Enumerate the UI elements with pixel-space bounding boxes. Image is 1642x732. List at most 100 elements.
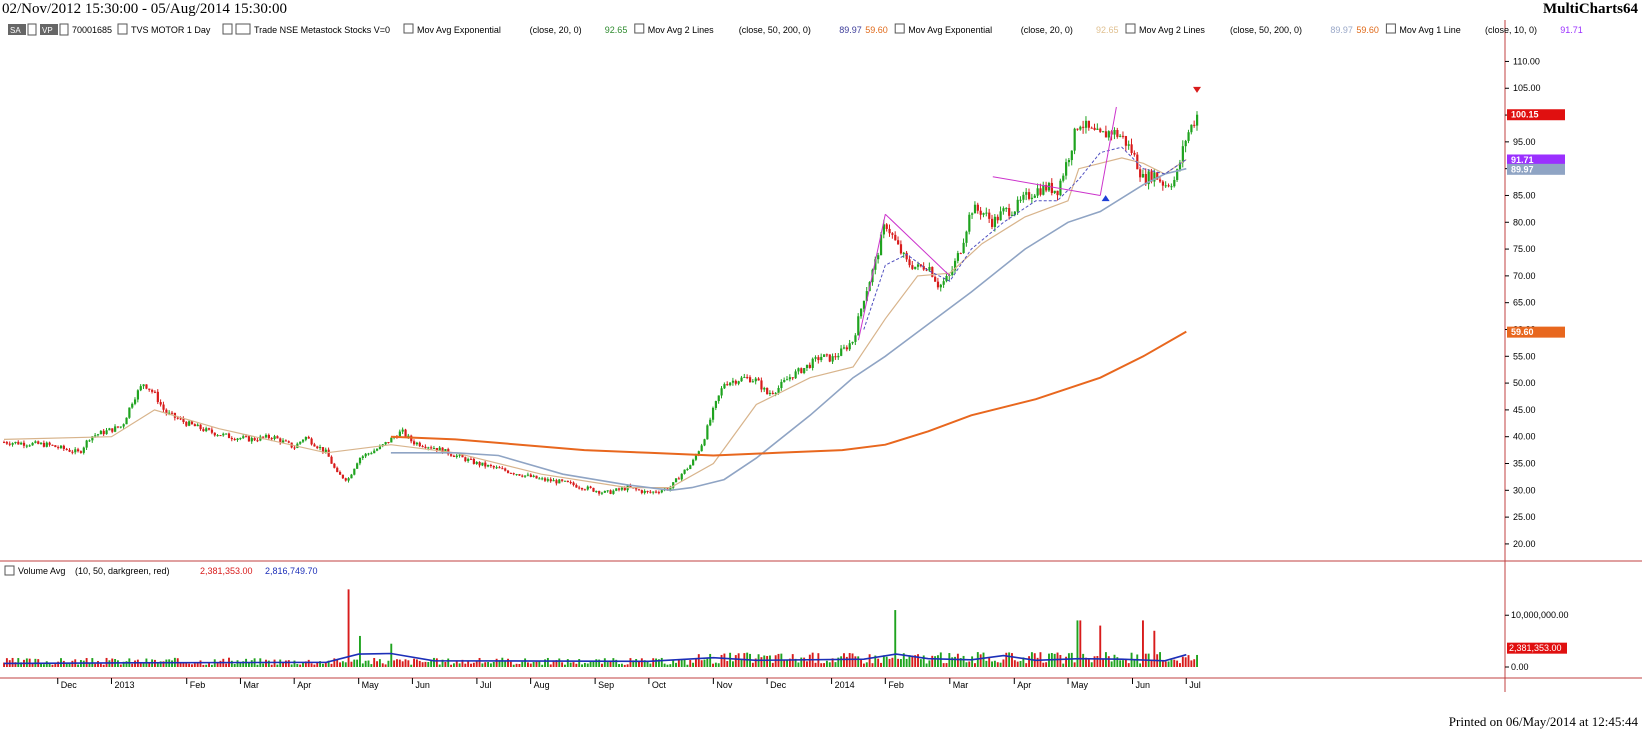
- candle-body: [432, 447, 436, 449]
- candle-body: [455, 455, 458, 457]
- volume-bar: [381, 663, 384, 667]
- candle-body: [1184, 140, 1187, 147]
- volume-bar: [185, 662, 188, 667]
- candle-body: [649, 491, 652, 493]
- volume-bar: [282, 661, 285, 667]
- candle-body: [353, 468, 356, 475]
- volume-study-params: (10, 50, darkgreen, red): [75, 566, 170, 576]
- candle-body: [1130, 144, 1133, 153]
- candle-body: [469, 458, 473, 460]
- trendline: [857, 214, 886, 341]
- volume-bar: [139, 662, 142, 667]
- volume-bar: [583, 662, 586, 667]
- volume-bar: [666, 664, 669, 667]
- candle-body: [145, 384, 148, 389]
- volume-bar: [740, 658, 743, 667]
- volume-bar: [566, 659, 569, 667]
- volume-bar: [353, 659, 356, 667]
- candle-body: [1059, 180, 1062, 196]
- candle-body: [996, 216, 999, 221]
- candle-body: [711, 407, 715, 420]
- chart-frame[interactable]: SA VP 70001685 TVS MOTOR 1 Day Trade NSE Met…: [0, 20, 1642, 712]
- volume-bar: [609, 660, 612, 667]
- candle-body: [814, 357, 817, 359]
- time-tick-label: Feb: [888, 680, 904, 690]
- volume-bar: [880, 662, 882, 667]
- candle-body: [170, 412, 174, 414]
- candle-body: [267, 434, 270, 439]
- volume-bar: [988, 657, 991, 667]
- volume-bar: [441, 659, 444, 667]
- candle-body: [934, 276, 937, 282]
- volume-bar: [1139, 663, 1142, 667]
- candle-body: [333, 463, 336, 468]
- volume-bar: [646, 661, 649, 667]
- volume-bar: [299, 664, 302, 667]
- candle-body: [1065, 162, 1068, 176]
- candle-body: [1025, 192, 1028, 195]
- candle-body: [162, 404, 165, 410]
- volume-bar: [515, 663, 518, 667]
- candle-body: [862, 300, 866, 309]
- volume-bar: [1059, 654, 1062, 667]
- candle-body: [857, 316, 860, 336]
- volume-bar: [450, 664, 453, 667]
- candle-body: [951, 270, 954, 275]
- volume-bar: [1167, 661, 1170, 667]
- volume-bar: [1028, 656, 1031, 667]
- candle-body: [620, 487, 624, 490]
- volume-bar: [954, 656, 956, 667]
- volume-bar: [199, 660, 202, 667]
- volume-bar: [330, 663, 333, 667]
- candle-body: [487, 465, 490, 467]
- ma-line-4: [863, 146, 1187, 330]
- candle-body: [543, 478, 547, 481]
- volume-bar: [828, 662, 831, 667]
- candle-body: [988, 212, 991, 219]
- candle-body: [794, 371, 797, 379]
- candle-body: [760, 380, 763, 390]
- candle-body: [538, 478, 541, 480]
- volume-bar: [242, 661, 245, 667]
- candle-body: [746, 377, 749, 379]
- candle-body: [40, 442, 43, 444]
- price-label: 89.97: [1511, 164, 1534, 174]
- candle-body: [42, 442, 46, 447]
- volume-bar: [193, 663, 196, 667]
- volume-bar: [598, 659, 601, 667]
- candle-body: [689, 465, 692, 470]
- chart-svg[interactable]: SA VP 70001685 TVS MOTOR 1 Day Trade NSE Met…: [0, 20, 1642, 712]
- price-tick-label: 85.00: [1513, 190, 1536, 200]
- volume-bar: [526, 662, 529, 667]
- volume-bar: [731, 661, 734, 667]
- volume-bar: [595, 659, 598, 667]
- candle-body: [1008, 208, 1011, 216]
- candle-body: [743, 377, 746, 379]
- price-tick-label: 65.00: [1513, 298, 1536, 308]
- volume-bar: [737, 653, 740, 667]
- volume-bar: [384, 664, 387, 667]
- volume-bar: [874, 655, 877, 667]
- volume-bar: [31, 663, 34, 667]
- candle-body: [783, 379, 786, 382]
- volume-bar: [623, 664, 626, 667]
- volume-bar: [885, 656, 888, 667]
- volume-bar: [82, 660, 85, 667]
- volume-bar: [694, 658, 697, 667]
- volume-bar: [971, 656, 974, 667]
- volume-bar: [592, 661, 595, 667]
- study-close-icon: [1125, 23, 1136, 34]
- candle-body: [546, 479, 550, 481]
- candle-body: [1036, 188, 1039, 196]
- candle-body: [424, 446, 427, 448]
- candle-body: [45, 442, 48, 447]
- volume-bar: [20, 662, 23, 667]
- candle-body: [327, 449, 330, 457]
- candle-body: [720, 388, 723, 396]
- candle-body: [763, 388, 766, 390]
- candle-body: [461, 454, 464, 458]
- candle-body: [133, 399, 137, 404]
- volume-bar: [304, 661, 307, 667]
- candle-body: [828, 354, 831, 362]
- candle-body: [1053, 190, 1056, 193]
